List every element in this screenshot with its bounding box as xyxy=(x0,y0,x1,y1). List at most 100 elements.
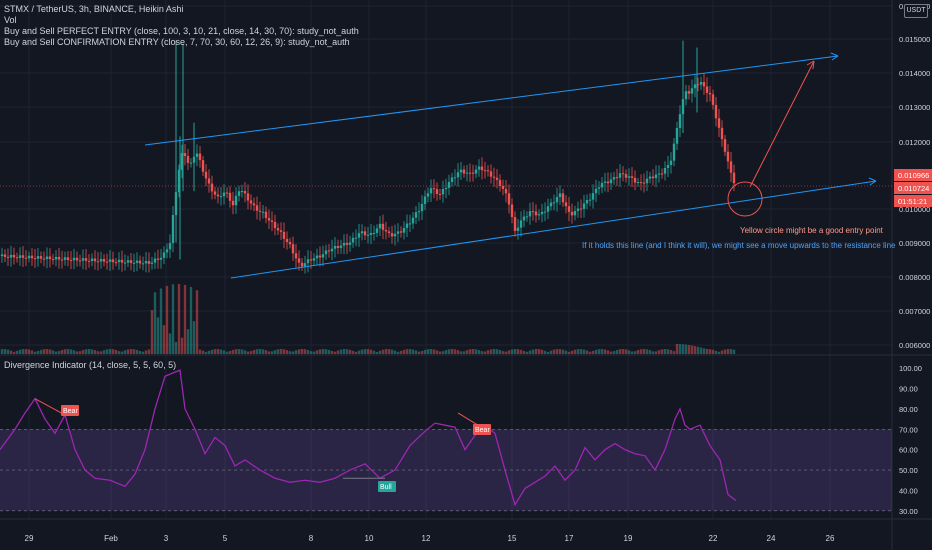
volume-bar xyxy=(93,350,97,354)
candle xyxy=(660,173,664,175)
volume-bar xyxy=(453,349,457,354)
candle xyxy=(297,258,301,263)
candle xyxy=(363,231,367,236)
vol-label[interactable]: Vol xyxy=(4,15,17,25)
candle xyxy=(33,258,37,260)
candle xyxy=(102,258,106,262)
candle xyxy=(528,211,532,217)
candle xyxy=(273,221,277,229)
volume-bar xyxy=(510,349,514,354)
volume-bar xyxy=(669,350,673,354)
indicator-perfect-entry[interactable]: Buy and Sell PERFECT ENTRY (close, 100, … xyxy=(4,26,359,36)
volume-bar xyxy=(126,349,130,354)
candle xyxy=(462,169,466,174)
candle xyxy=(180,153,184,170)
candle xyxy=(456,172,460,178)
volume-bar xyxy=(210,349,214,354)
candle xyxy=(705,86,709,93)
volume-bar xyxy=(423,349,427,354)
candle xyxy=(690,88,694,94)
volume-bar xyxy=(363,349,367,354)
volume-bar xyxy=(612,351,616,354)
volume-bar xyxy=(648,350,652,354)
candle xyxy=(351,237,355,243)
volume-bar xyxy=(261,349,265,354)
candle xyxy=(39,256,43,259)
candle xyxy=(594,188,598,194)
volume-bar xyxy=(84,349,88,354)
volume-bar xyxy=(435,350,439,354)
volume-bar xyxy=(537,349,541,354)
volume-bar xyxy=(615,349,619,354)
candle xyxy=(711,94,715,105)
candle xyxy=(435,189,439,195)
volume-bar xyxy=(138,351,142,354)
volume-bar xyxy=(9,350,13,354)
candle xyxy=(546,206,550,212)
volume-bar xyxy=(519,349,523,354)
candle xyxy=(534,211,538,216)
volume-bar xyxy=(438,351,442,354)
volume-bar xyxy=(597,349,601,354)
candle xyxy=(540,211,544,215)
volume-bar xyxy=(633,351,637,354)
candle xyxy=(576,208,580,211)
volume-bar xyxy=(30,350,34,354)
volume-bar xyxy=(360,349,364,354)
resistance-trendline xyxy=(144,55,839,146)
candle xyxy=(399,231,403,233)
candle xyxy=(591,193,595,200)
candle xyxy=(261,211,265,213)
volume-bar xyxy=(732,349,736,354)
candle xyxy=(537,214,541,216)
candle xyxy=(342,242,346,246)
volume-bar xyxy=(558,349,562,354)
volume-bar xyxy=(306,349,310,354)
volume-bar xyxy=(591,350,595,354)
volume-bar xyxy=(408,349,412,354)
volume-bar xyxy=(624,349,628,354)
currency-button[interactable]: USDT xyxy=(904,4,928,18)
time-tick: 8 xyxy=(309,534,314,543)
candle xyxy=(207,178,211,184)
candle xyxy=(687,91,691,94)
candle xyxy=(279,230,283,232)
volume-bar xyxy=(36,350,40,354)
volume-bar xyxy=(318,349,322,354)
volume-bar xyxy=(543,350,547,354)
volume-bar xyxy=(213,349,217,354)
projection-arrow-head xyxy=(806,60,815,70)
volume-bar xyxy=(576,349,580,354)
candle xyxy=(561,193,565,203)
candle xyxy=(45,256,49,260)
support-trendline xyxy=(230,180,877,279)
symbol-title[interactable]: STMX / TetherUS, 3h, BINANCE, Heikin Ash… xyxy=(4,4,184,14)
volume-bar xyxy=(705,349,709,354)
candle xyxy=(393,233,397,237)
volume-bar xyxy=(135,349,139,354)
candle xyxy=(585,199,589,204)
volume-bar xyxy=(402,349,406,354)
candle xyxy=(378,223,382,229)
divergence-indicator-title[interactable]: Divergence Indicator (14, close, 5, 5, 6… xyxy=(4,360,177,370)
candle xyxy=(135,260,139,263)
volume-bar xyxy=(15,350,19,354)
volume-bar xyxy=(522,350,526,354)
candle xyxy=(288,241,292,245)
candle xyxy=(324,250,328,255)
candle xyxy=(99,258,103,262)
candle xyxy=(249,200,253,204)
volume-bar xyxy=(270,351,274,354)
volume-bar xyxy=(720,350,724,354)
time-tick: 22 xyxy=(709,534,718,543)
volume-bar xyxy=(723,349,727,354)
bear-divergence-line xyxy=(34,398,66,416)
price-tag-label: 0.010966 xyxy=(898,171,929,180)
candle xyxy=(360,231,364,234)
volume-bar xyxy=(288,351,292,354)
candle xyxy=(390,233,394,237)
indicator-confirmation-entry[interactable]: Buy and Sell CONFIRMATION ENTRY (close, … xyxy=(4,37,350,47)
candle xyxy=(96,261,100,263)
volume-bar xyxy=(642,349,646,354)
